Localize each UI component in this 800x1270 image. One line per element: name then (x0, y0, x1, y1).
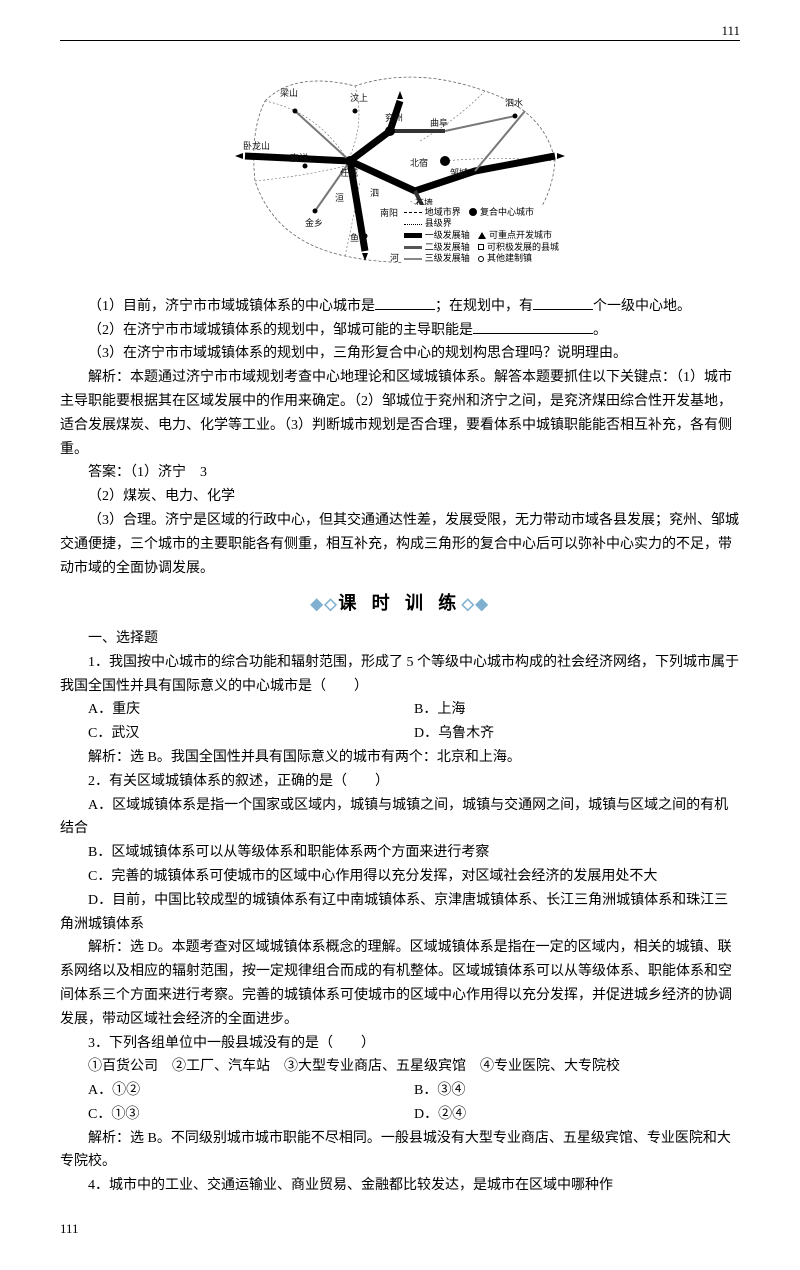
train-q3-opts: ①百货公司 ②工厂、汽车站 ③大型专业商店、五星级宾馆 ④专业医院、大专院校 (60, 1055, 740, 1079)
svg-text:曲阜: 曲阜 (430, 117, 448, 128)
train-q2-answer: 解析：选 D。本题考查对区域城镇体系概念的理解。区域城镇体系是指在一定的区域内，… (60, 936, 740, 1031)
train-q3-answer: 解析：选 B。不同级别城市城市职能不尽相同。一般县城没有大型专业商店、五星级宾馆… (60, 1127, 740, 1175)
train-q2-d: D．目前，中国比较成型的城镇体系有辽中南城镇体系、京津唐城镇体系、长江三角洲城镇… (60, 889, 740, 937)
svg-text:河: 河 (390, 252, 399, 263)
answer-1: 答案：（1）济宁 3 (60, 461, 740, 485)
section-banner: ◆◇课 时 训 练◇◆ (60, 588, 740, 619)
svg-text:鱼台: 鱼台 (350, 232, 368, 243)
page-number-bottom: 111 (60, 1218, 740, 1240)
analysis-text: 解析：本题通过济宁市市域规划考查中心地理论和区域城镇体系。解答本题要抓住以下关键… (60, 366, 740, 461)
question-2: （2）在济宁市市域城镇体系的规划中，邹城可能的主导职能是。 (60, 319, 740, 343)
train-q1-stem: 1．我国按中心城市的综合功能和辐射范围，形成了 5 个等级中心城市构成的社会经济… (60, 651, 740, 699)
train-q3-choices: A．①②B．③④ C．①③D．②④ (88, 1079, 740, 1127)
svg-text:梁山: 梁山 (280, 87, 298, 98)
question-3: （3）在济宁市市域城镇体系的规划中，三角形复合中心的规划构思合理吗？说明理由。 (60, 342, 740, 366)
page-number-top: 111 (721, 20, 740, 42)
svg-text:邹城: 邹城 (450, 167, 468, 178)
train-q2-c: C．完善的城镇体系可使城市的区域中心作用得以充分发挥，对区域社会经济的发展用处不… (60, 865, 740, 889)
train-q1-choices: A．重庆B．上海 C．武汉D．乌鲁木齐 (88, 698, 740, 746)
train-q2-a: A．区域城镇体系是指一个国家或区域内，城镇与城镇之间，城镇与交通网之间，城镇与区… (60, 794, 740, 842)
train-q3-stem: 3．下列各组单位中一般县城没有的是（ ） (60, 1032, 740, 1056)
svg-text:任城: 任城 (340, 167, 358, 178)
map-figure: 梁山 汶上 泗水 曲阜 兖州 邹城 微山 鱼台 金乡 嘉祥 卧龙山 北宿 石墙 … (60, 61, 740, 280)
question-1: （1）目前，济宁市市域城镇体系的中心城市是；在规划中，有个一级中心地。 (60, 295, 740, 319)
svg-text:汶上: 汶上 (350, 92, 368, 103)
train-q2-stem: 2．有关区域城镇体系的叙述，正确的是（ ） (60, 770, 740, 794)
svg-text:南阳: 南阳 (380, 207, 398, 218)
top-rule (60, 40, 740, 41)
svg-text:泗: 泗 (370, 188, 379, 198)
train-q4-stem: 4．城市中的工业、交通运输业、商业贸易、金融都比较发达，是城市在区域中哪种作 (60, 1174, 740, 1198)
answer-2: （2）煤炭、电力、化学 (60, 485, 740, 509)
section-1-heading: 一、选择题 (60, 627, 740, 651)
svg-text:洹: 洹 (335, 192, 344, 203)
svg-text:金乡: 金乡 (305, 217, 323, 228)
answer-3: （3）合理。济宁是区域的行政中心，但其交通通达性差，发展受限，无力带动市域各县发… (60, 509, 740, 580)
train-q2-b: B．区域城镇体系可以从等级体系和职能体系两个方面来进行考察 (60, 841, 740, 865)
svg-text:嘉祥: 嘉祥 (290, 152, 308, 163)
svg-text:泗水: 泗水 (505, 97, 523, 108)
svg-text:卧龙山: 卧龙山 (243, 140, 270, 151)
train-q1-answer: 解析：选 B。我国全国性并具有国际意义的城市有两个：北京和上海。 (60, 746, 740, 770)
svg-text:北宿: 北宿 (410, 157, 428, 168)
map-legend: 地域市界 复合中心城市 县级界 一级发展轴 可重点开发城市 二级发展轴 可积极发… (402, 205, 561, 267)
svg-text:兖州: 兖州 (385, 112, 403, 123)
